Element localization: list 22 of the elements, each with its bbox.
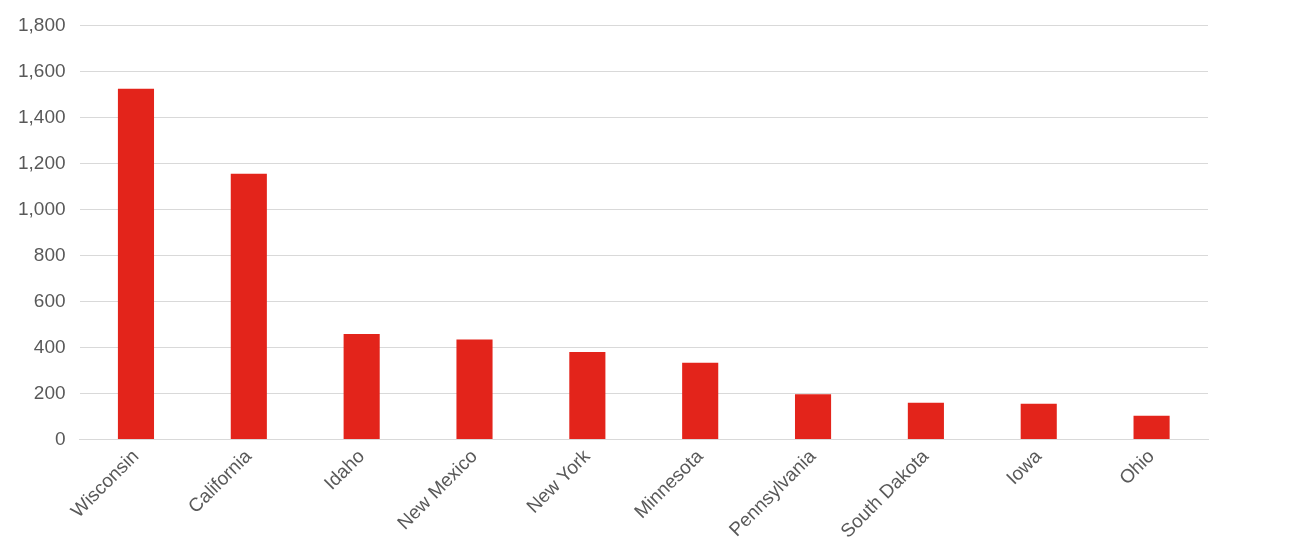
bar <box>117 88 155 439</box>
y-tick-label: 0 <box>54 427 66 449</box>
bar <box>794 394 832 439</box>
bar <box>569 352 606 439</box>
y-tick-label: 400 <box>33 335 66 357</box>
bar <box>907 402 944 439</box>
y-tick-label: 1,400 <box>18 105 66 127</box>
y-tick-label: 200 <box>33 381 66 403</box>
y-tick-label: 1,600 <box>18 59 66 81</box>
x-tick-label: Iowa <box>1002 444 1046 489</box>
y-tick-label: 1,200 <box>18 151 66 173</box>
y-tick-label: 1,000 <box>18 197 66 219</box>
bar <box>1133 415 1170 439</box>
bar <box>343 334 380 439</box>
y-tick-label: 1,800 <box>18 13 66 35</box>
bar <box>1020 403 1057 439</box>
bar <box>682 362 719 439</box>
x-tick-label: Ohio <box>1114 445 1159 489</box>
y-tick-label: 800 <box>33 243 66 265</box>
y-tick-label: 600 <box>33 289 66 311</box>
bar <box>456 339 493 439</box>
bar <box>230 173 267 439</box>
